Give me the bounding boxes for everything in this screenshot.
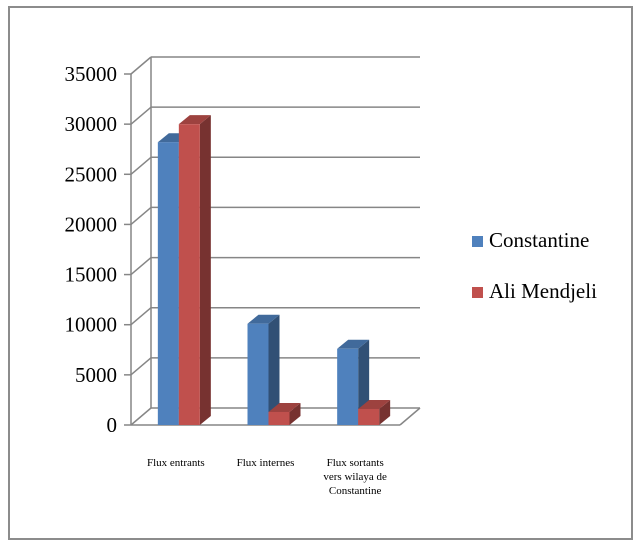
bar-s0-c0	[157, 142, 179, 426]
gridline-side-0	[130, 407, 152, 426]
y-tick-label-2: 10000	[65, 313, 118, 337]
gridline-side-6	[130, 106, 152, 125]
x-tick-label-2: Flux sortants vers wilaya de Constantine	[323, 457, 387, 497]
floor-right-edge	[399, 407, 421, 426]
legend-label-0: Constantine	[489, 228, 589, 252]
bar-s1-c1	[268, 411, 290, 425]
gridline-side-4	[130, 206, 152, 226]
bar-s0-c1	[247, 323, 269, 425]
gridline-side-5	[130, 156, 152, 175]
y-tick-label-7: 35000	[65, 62, 118, 86]
bar-s0-c2	[337, 348, 359, 425]
bar-side-s1-c2	[379, 399, 391, 425]
gridline-side-1	[130, 357, 152, 376]
y-tick-label-5: 25000	[65, 162, 118, 186]
bar-top-s0-c2	[337, 339, 370, 349]
gridline-side-2	[130, 307, 152, 326]
gridline-side-3	[130, 256, 152, 276]
y-tick-label-4: 20000	[65, 212, 118, 236]
x-tick-label-0: Flux entrants	[147, 457, 205, 469]
y-tick-label-0: 0	[107, 413, 118, 437]
bar-side-s1-c0	[199, 115, 211, 426]
gridline-side-7	[130, 56, 152, 75]
x-tick-label-1: Flux internes	[237, 457, 295, 469]
y-tick-label-3: 15000	[65, 263, 118, 287]
y-tick-label-6: 30000	[65, 112, 118, 136]
bar-top-s0-c1	[247, 314, 280, 324]
bar-s1-c0	[178, 124, 200, 426]
chart-frame	[8, 6, 633, 540]
bar-top-s1-c1	[268, 402, 301, 412]
legend-label-1: Ali Mendjeli	[489, 279, 597, 303]
bar-side-s1-c1	[289, 402, 301, 425]
bar-top-s1-c0	[178, 115, 211, 125]
legend-swatch-1	[472, 287, 483, 298]
bar-side-s0-c1	[268, 314, 280, 425]
bar-top-s1-c2	[358, 399, 391, 409]
bar-s1-c2	[358, 408, 380, 425]
legend-swatch-0	[472, 236, 483, 247]
y-tick-label-1: 5000	[75, 363, 117, 387]
